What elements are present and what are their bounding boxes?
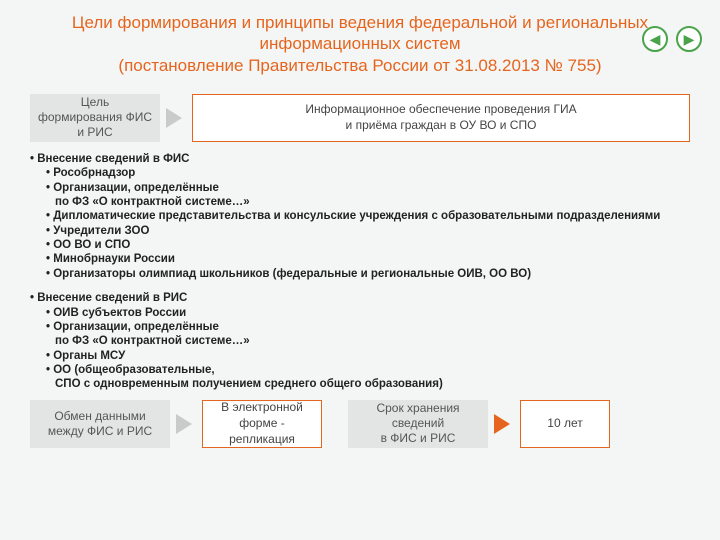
- ris-header: Внесение сведений в РИС: [30, 291, 690, 305]
- prev-glyph: ◀: [650, 31, 661, 48]
- exchange-label-box: Обмен данными между ФИС и РИС: [30, 400, 170, 448]
- list-item: ОИВ субъектов России: [46, 306, 690, 320]
- retention-value: 10 лет: [547, 416, 582, 432]
- list-item: Организации, определённые: [46, 181, 690, 195]
- list-item: Организаторы олимпиад школьников (федера…: [46, 267, 690, 281]
- list-item: по ФЗ «О контрактной системе…»: [55, 195, 690, 209]
- list-item: ОО (общеобразовательные,: [46, 363, 690, 377]
- list-item: ОО ВО и СПО: [46, 238, 690, 252]
- prev-arrow-icon[interactable]: ◀: [642, 26, 668, 52]
- list-item: СПО с одновременным получением среднего …: [55, 377, 690, 391]
- exchange-label: Обмен данными между ФИС и РИС: [38, 409, 162, 439]
- arrow-icon: [166, 108, 182, 128]
- exchange-value: В электронной форме - репликация: [215, 400, 309, 447]
- slide-title: Цели формирования и принципы ведения фед…: [0, 0, 720, 80]
- goal-value-box: Информационное обеспечение проведения ГИ…: [192, 94, 690, 142]
- arrow-icon: [176, 414, 192, 434]
- next-glyph: ▶: [684, 31, 695, 48]
- row-goal: Цель формирования ФИС и РИС Информационн…: [30, 94, 690, 142]
- list-item: Учредители ЗОО: [46, 224, 690, 238]
- list-item: Дипломатические представительства и конс…: [46, 209, 690, 223]
- exchange-value-box: В электронной форме - репликация: [202, 400, 322, 448]
- row-bottom: Обмен данными между ФИС и РИС В электрон…: [30, 400, 690, 448]
- bullets-block: Внесение сведений в ФИС РособрнадзорОрга…: [30, 152, 690, 392]
- retention-label-box: Срок хранения сведений в ФИС и РИС: [348, 400, 488, 448]
- goal-value: Информационное обеспечение проведения ГИ…: [305, 102, 576, 133]
- arrow-icon: [494, 414, 510, 434]
- list-item: по ФЗ «О контрактной системе…»: [55, 334, 690, 348]
- goal-label-box: Цель формирования ФИС и РИС: [30, 94, 160, 142]
- title-line1: Цели формирования и принципы ведения фед…: [40, 12, 680, 55]
- retention-value-box: 10 лет: [520, 400, 610, 448]
- list-item: Минобрнауки России: [46, 252, 690, 266]
- list-item: Органы МСУ: [46, 349, 690, 363]
- list-item: Организации, определённые: [46, 320, 690, 334]
- title-line2: (постановление Правительства России от 3…: [40, 55, 680, 76]
- next-arrow-icon[interactable]: ▶: [676, 26, 702, 52]
- goal-label: Цель формирования ФИС и РИС: [38, 95, 152, 140]
- nav-arrows: ◀ ▶: [642, 26, 702, 52]
- retention-label: Срок хранения сведений в ФИС и РИС: [356, 401, 480, 446]
- list-item: Рособрнадзор: [46, 166, 690, 180]
- fis-header: Внесение сведений в ФИС: [30, 152, 690, 166]
